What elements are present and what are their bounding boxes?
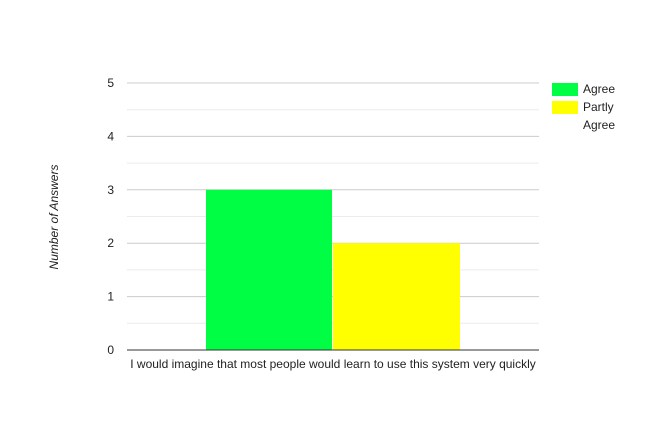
bars [206, 189, 460, 350]
axes: 0 1 2 3 4 5 [107, 76, 539, 357]
y-tick-label: 0 [107, 343, 114, 357]
y-tick-label: 2 [107, 236, 114, 250]
bar-agree [206, 189, 332, 350]
legend-swatch-partly-agree [552, 101, 578, 114]
legend-swatch-agree [552, 83, 578, 96]
legend-label: Partly Agree [583, 100, 615, 132]
bar-partly-agree [333, 243, 460, 350]
x-category-label: I would imagine that most people would l… [130, 357, 536, 371]
legend: Agree Partly Agree [552, 82, 615, 132]
y-axis-label: Number of Answers [47, 165, 61, 270]
y-tick-label: 3 [107, 183, 114, 197]
y-tick-label: 1 [107, 290, 114, 304]
legend-label: Agree [583, 82, 615, 96]
y-tick-label: 4 [107, 129, 114, 143]
y-tick-label: 5 [107, 76, 114, 90]
